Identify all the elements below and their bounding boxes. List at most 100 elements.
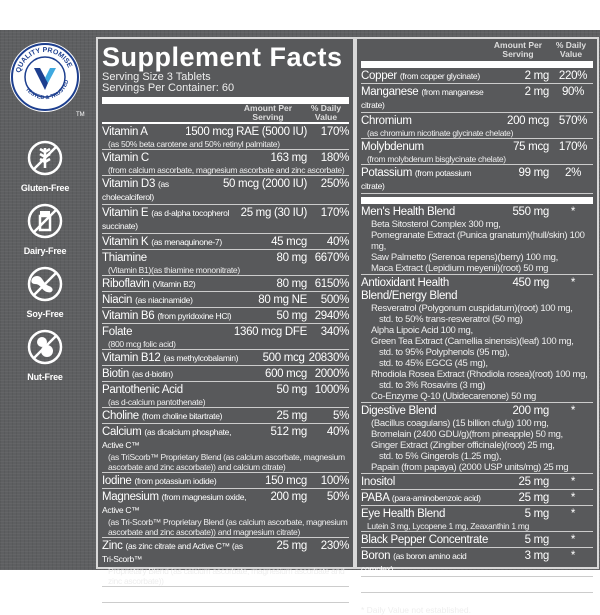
nutrient-label: Selenium	[102, 589, 148, 601]
amount-per-serving: 50 mg	[276, 310, 308, 322]
amount-per-serving: 3 mg	[524, 550, 550, 562]
thick-divider	[361, 197, 593, 204]
column-header: Amount Per Serving % Daily Value	[102, 104, 349, 124]
quality-promise-badge: QUALITY PROMISE TESTED & TRUSTED	[10, 42, 80, 112]
nutrient-name: Copper (from copper glycinate)	[361, 70, 491, 83]
blend-ingredient: std. to 50% trans-resveratrol (50 mg)	[379, 314, 523, 325]
dairy-free-badge: Dairy-Free	[12, 203, 78, 256]
gluten-free-label: Gluten-Free	[20, 183, 70, 193]
nutrient-source: (from choline bitartrate)	[141, 411, 223, 421]
daily-value: *	[570, 405, 576, 417]
daily-value: *	[570, 277, 576, 289]
nutrient-source: (as methylcobalamin)	[163, 353, 239, 363]
daily-value: *	[570, 206, 576, 218]
amount-per-serving: 2 mg	[524, 70, 550, 82]
soy-free-badge: Soy-Free	[12, 266, 78, 319]
blend-ingredient: std. to 3% Rosavins (3 mg)	[379, 380, 486, 391]
nutrient-source: (from potassium iodide)	[134, 476, 217, 486]
nutrient-name: Vitamin B12 (as methylcobalamin)	[102, 352, 245, 365]
amount-per-serving: 80 mg	[276, 252, 308, 264]
nutrient-name: Potassium (from potassium citrate)	[361, 167, 491, 193]
amount-per-serving: 163 mg	[270, 152, 307, 164]
nutrient-label: Folate	[102, 326, 133, 338]
nutrient-source: (as cholecalciferol)	[102, 179, 169, 202]
amount-per-serving: 99 mg	[518, 167, 550, 179]
daily-value: 1000%	[314, 384, 350, 396]
other-list: Inositol 25 mg * PABA (para-aminobenzoic ac…	[361, 474, 593, 593]
nutrient-label: Copper	[361, 70, 397, 82]
nutrient-row: Eye Health Blend 5 mg * Lutein 3 mg, Lycope…	[361, 506, 593, 532]
blend-ingredient: Papain (from papaya) (2000 USP units/mg)…	[371, 462, 569, 473]
daily-value: 180%	[320, 152, 350, 164]
amount-per-serving: 150 mcg	[264, 475, 307, 487]
blend-amount: 450 mg	[512, 277, 549, 289]
nutrient-name: Vitamin D3 (as cholecalciferol)	[102, 178, 219, 204]
nutrient-row: Niacin (as niacinamide) 80 mg NE 500%	[102, 292, 349, 308]
nutrient-row: Inositol 25 mg *	[361, 474, 593, 490]
nutrient-label: Zinc	[102, 540, 123, 552]
daily-value: 170%	[320, 207, 350, 219]
blend-ingredient: Beta Sitosterol Complex 300 mg,	[371, 219, 501, 230]
blend-ingredient: Saw Palmetto (Serenoa repens)(berry) 100…	[371, 252, 558, 263]
daily-value: *	[570, 476, 576, 488]
nutrient-label: Choline	[102, 410, 139, 422]
nutrient-name: Choline (from choline bitartrate)	[102, 410, 247, 423]
nutrient-name: Vitamin K (as menaquinone-7)	[102, 236, 247, 249]
amount-per-serving: 80 mg	[276, 278, 308, 290]
nutrient-row: Vitamin C 163 mg 180% (from calcium ascorba…	[102, 150, 349, 176]
sidebar-badges: QUALITY PROMISE TESTED & TRUSTED TM Glut…	[0, 30, 95, 570]
nutrient-row: Copper (from copper glycinate) 2 mg 220%	[361, 68, 593, 84]
daily-value: 360%	[320, 589, 350, 601]
footnote: * Daily Value not established.	[361, 605, 471, 615]
nut-free-label: Nut-Free	[27, 372, 63, 382]
daily-value: 40%	[326, 236, 349, 248]
nutrient-row: Riboflavin (Vitamin B2) 80 mg 6150%	[102, 276, 349, 292]
daily-value: 250%	[320, 178, 350, 190]
blend-ingredient: Maca Extract (Lepidium meyenii)(root) 50…	[371, 263, 549, 274]
nutrient-source: (as d-alpha tocopherol succinate)	[102, 208, 230, 231]
amount-per-serving: 1 mg	[524, 579, 550, 591]
amount-per-serving: 80 mg NE	[258, 294, 307, 306]
nutrient-name: Vitamin C	[102, 152, 247, 165]
nutrient-source: (as dicalcium phosphate, Active C™	[102, 427, 232, 450]
daily-value: 2940%	[314, 310, 350, 322]
nutrient-name: Vitamin E (as d-alpha tocopherol succina…	[102, 207, 237, 233]
nutrient-row: Selenium (from L-selenomethionine) 200 mc…	[102, 587, 349, 603]
blend-name: Digestive Blend	[361, 405, 437, 417]
nutrient-label: Vitamin C	[102, 152, 149, 164]
nutrient-name: Eye Health Blend	[361, 508, 491, 521]
trademark: TM	[76, 112, 85, 118]
nutrient-detail: (from calcium ascorbate, magnesium ascor…	[108, 165, 345, 175]
nutrient-list: Vitamin A 1500 mcg RAE (5000 IU) 170% (as 5…	[102, 124, 349, 603]
nutrient-row: Vitamin D3 (as cholecalciferol) 50 mcg (2…	[102, 176, 349, 205]
nutrient-detail: (as d-calcium pantothenate)	[108, 397, 206, 407]
blend-ingredient: std. to 95% Polyphenols (95 mg),	[379, 347, 510, 358]
daily-value: 170%	[320, 126, 350, 138]
nutrient-name: Iodine (from potassium iodide)	[102, 475, 247, 488]
nutrient-name: Pantothenic Acid	[102, 384, 247, 397]
nutrient-label: Pantothenic Acid	[102, 384, 183, 396]
soybean-crossed-icon	[27, 266, 63, 302]
nutrient-label: Magnesium	[102, 491, 159, 503]
nutrient-name: Inositol	[361, 476, 491, 489]
nutrient-label: Potassium	[361, 167, 412, 179]
nutrient-name: Black Pepper Concentrate	[361, 534, 491, 547]
amount-per-serving: 200 mg	[270, 491, 307, 503]
daily-value: 570%	[558, 115, 588, 127]
blend-amount: 550 mg	[512, 206, 549, 218]
thick-divider	[102, 97, 349, 104]
daily-value: *	[570, 508, 576, 520]
amount-header: Amount Per Serving	[493, 40, 543, 59]
nutrient-label: Biotin	[102, 368, 129, 380]
blend-amount: 200 mg	[512, 405, 549, 417]
nutrient-row: Molybdenum 75 mcg 170% (from molybdenum bis…	[361, 139, 593, 165]
amount-per-serving: 25 mg (30 IU)	[240, 207, 308, 219]
blend-ingredient: Green Tea Extract (Camellia sinensis)(le…	[371, 336, 574, 347]
daily-value: 20830%	[308, 352, 350, 364]
dv-header: % Daily Value	[310, 103, 342, 122]
nutrient-source: (from pyridoxine HCl)	[157, 311, 232, 321]
peanut-crossed-icon	[27, 329, 63, 365]
nutrient-row: Biotin (as d-biotin) 600 mcg 2000%	[102, 366, 349, 382]
nutrient-row: Calcium (as dicalcium phosphate, Active …	[102, 424, 349, 473]
supplement-facts-right-panel: Amount Per Serving % Daily Value Copper …	[355, 37, 599, 615]
